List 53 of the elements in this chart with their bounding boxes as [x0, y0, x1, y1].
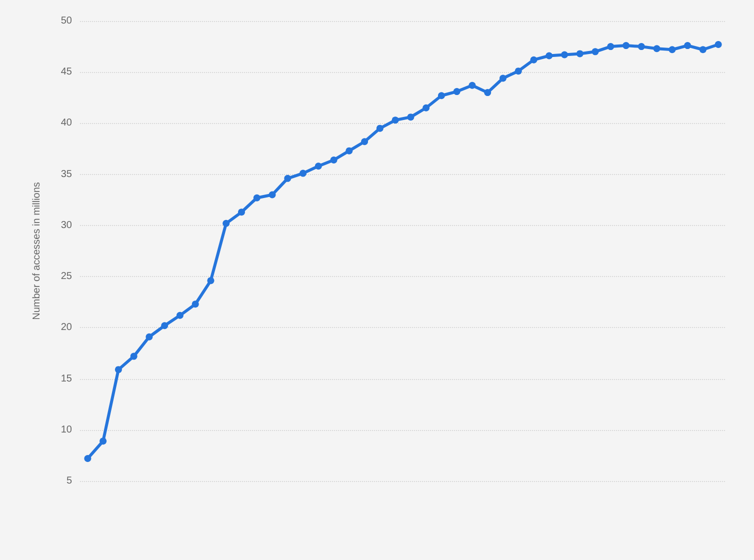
point — [422, 104, 430, 112]
point — [576, 50, 584, 58]
point — [607, 43, 614, 50]
point — [699, 46, 706, 54]
y-tick-label: 10 — [60, 424, 72, 436]
y-tick-label: 35 — [60, 168, 72, 180]
point — [146, 333, 153, 340]
point — [222, 220, 230, 227]
y-tick-label: 40 — [60, 118, 72, 129]
y-tick-label: 45 — [60, 66, 72, 78]
y-tick-label: 15 — [60, 373, 72, 384]
point — [84, 455, 92, 462]
point — [484, 89, 492, 96]
point — [300, 170, 307, 177]
point — [114, 366, 122, 374]
point — [314, 162, 322, 170]
y-tick-label: 50 — [60, 16, 72, 26]
point — [684, 42, 692, 50]
y-tick-label: 30 — [60, 220, 72, 231]
point — [714, 41, 722, 48]
point — [161, 322, 168, 330]
point — [514, 68, 522, 75]
point — [668, 46, 676, 54]
point — [638, 43, 645, 50]
point — [253, 194, 260, 202]
point — [592, 48, 599, 56]
point — [407, 114, 414, 121]
y-tick-label: 25 — [60, 271, 72, 282]
point — [238, 208, 245, 216]
point — [453, 88, 460, 96]
point — [376, 124, 384, 132]
point — [499, 74, 506, 82]
point — [192, 300, 199, 308]
y-axis-title: Number of accesses in millions — [32, 182, 42, 320]
point — [268, 191, 276, 198]
y-tick-label: 20 — [60, 322, 72, 334]
point — [468, 82, 476, 89]
point — [346, 147, 353, 154]
point — [207, 277, 214, 284]
point — [330, 156, 338, 164]
point — [361, 138, 368, 146]
point — [100, 438, 107, 445]
point — [438, 92, 445, 100]
y-tick-label: 5 — [66, 476, 72, 486]
point — [530, 56, 538, 64]
point — [392, 116, 399, 124]
point — [653, 45, 660, 52]
point — [561, 51, 568, 58]
point — [284, 174, 292, 182]
point — [622, 42, 630, 50]
point — [546, 52, 553, 60]
point — [176, 312, 184, 319]
point — [130, 352, 138, 360]
